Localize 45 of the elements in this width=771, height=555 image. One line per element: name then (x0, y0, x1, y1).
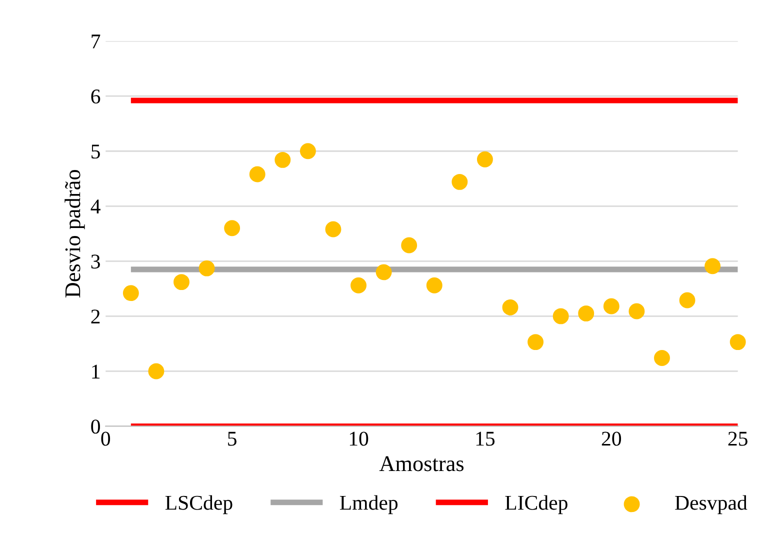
legend-label: LICdep (505, 495, 568, 514)
legend-label: LSCdep (165, 495, 232, 514)
point (704, 258, 721, 274)
point (528, 334, 544, 350)
point (426, 277, 442, 294)
y-tick-label: 0 (91, 420, 100, 434)
point (350, 277, 366, 294)
x-tick-label: 5 (228, 432, 236, 446)
y-tick-label: 6 (91, 90, 100, 104)
point (198, 260, 215, 276)
y-axis-title: Desvio padrão (64, 170, 85, 298)
point (730, 334, 746, 350)
point (300, 143, 316, 160)
point (249, 166, 266, 182)
point (654, 350, 670, 366)
legend-label: Lmdep (340, 495, 398, 514)
point (603, 298, 620, 314)
point (679, 292, 696, 308)
legend-label: Desvpad (675, 495, 748, 514)
x-tick-label: 20 (602, 432, 622, 446)
point (376, 264, 392, 280)
y-tick-label: 2 (91, 310, 100, 324)
point (628, 303, 645, 320)
point (502, 299, 518, 316)
y-tick-label: 4 (90, 200, 100, 214)
point (452, 174, 468, 190)
point (476, 151, 493, 168)
y-tick-label: 3 (91, 254, 100, 269)
point (224, 220, 240, 236)
x-axis-title: Amostras (379, 456, 464, 472)
x-tick-label: 10 (350, 432, 368, 446)
y-tick-label: 1 (92, 364, 100, 378)
point (174, 274, 190, 290)
point (552, 308, 569, 324)
point (122, 285, 139, 302)
y-tick-label: 7 (92, 34, 100, 48)
point (401, 237, 418, 254)
point (578, 305, 594, 322)
point (325, 221, 342, 238)
x-tick-label: 0 (101, 432, 110, 446)
point (148, 363, 164, 380)
y-tick-label: 5 (92, 144, 100, 159)
point (274, 152, 291, 168)
x-tick-label: 15 (476, 432, 495, 446)
x-tick-label: 25 (728, 432, 748, 446)
